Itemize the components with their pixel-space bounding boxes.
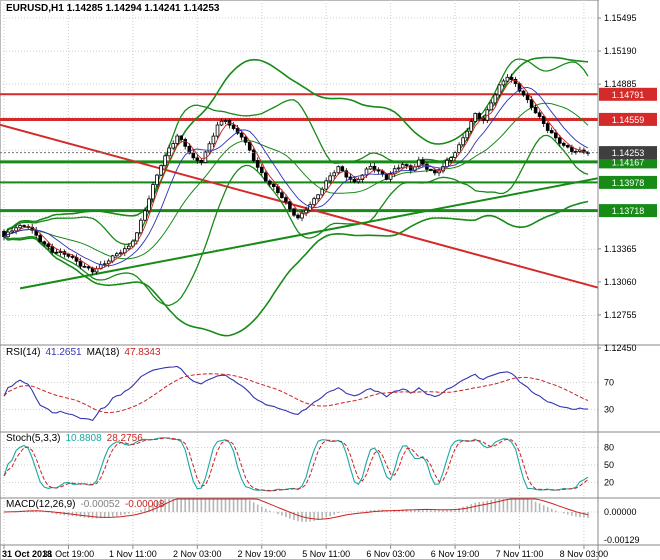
macd-name: MACD(12,26,9): [6, 499, 76, 510]
price-tags: 1.14791 1.14559 1.14167 1.13978 1.13718 1.142…: [599, 87, 657, 218]
chart-title: EURUSD,H1 1.14285 1.14294 1.14241 1.1425…: [6, 3, 225, 14]
candles: [2, 73, 590, 276]
price-tag: 1.14791: [599, 87, 657, 101]
svg-text:70: 70: [604, 377, 614, 387]
svg-text:1.14791: 1.14791: [612, 90, 645, 100]
rsi-ma-value: 47.8343: [124, 347, 161, 358]
svg-text:31 Oct 19:00: 31 Oct 19:00: [43, 549, 95, 559]
svg-text:31 Oct 2018: 31 Oct 2018: [2, 549, 52, 559]
svg-text:1.13060: 1.13060: [604, 277, 637, 287]
svg-text:1.15495: 1.15495: [604, 13, 637, 23]
rsi-label: RSI(14) 41.2651 MA(18) 47.8343: [6, 347, 166, 358]
svg-text:2 Nov 19:00: 2 Nov 19:00: [237, 549, 286, 559]
ma-slow-line: [3, 87, 589, 267]
price-tag: 1.14559: [599, 112, 657, 126]
grid: [0, 0, 598, 545]
svg-text:-0.00129: -0.00129: [604, 535, 640, 545]
svg-text:1.13365: 1.13365: [604, 244, 637, 254]
svg-text:1.14885: 1.14885: [604, 79, 637, 89]
ma-fast-line: [3, 79, 589, 270]
macd-plot: [3, 498, 589, 522]
stoch-d-value: 28.2756: [106, 433, 143, 444]
svg-text:1.14253: 1.14253: [612, 148, 645, 158]
svg-text:1.12450: 1.12450: [604, 343, 637, 353]
rsi-value: 41.2651: [45, 347, 82, 358]
price-tag: 1.13718: [599, 204, 657, 218]
svg-text:2 Nov 03:00: 2 Nov 03:00: [173, 549, 222, 559]
svg-text:6 Nov 19:00: 6 Nov 19:00: [431, 549, 480, 559]
price-plot: [0, 56, 656, 337]
svg-text:1.15190: 1.15190: [604, 46, 637, 56]
svg-text:7 Nov 11:00: 7 Nov 11:00: [496, 549, 544, 559]
stoch-k-value: 10.8808: [65, 433, 102, 444]
svg-text:1.14559: 1.14559: [612, 115, 645, 125]
svg-text:8 Nov 03:00: 8 Nov 03:00: [560, 549, 609, 559]
chart-title-text: EURUSD,H1 1.14285 1.14294 1.14241 1.1425…: [6, 3, 220, 14]
svg-text:1.12755: 1.12755: [604, 310, 637, 320]
rsi-plot: [3, 365, 589, 422]
svg-text:1.13718: 1.13718: [612, 206, 645, 216]
price-tag: 1.14253: [599, 146, 657, 160]
rsi-name: RSI(14): [6, 347, 41, 358]
stoch-name: Stoch(5,3,3): [6, 433, 61, 444]
price-axis[interactable]: 1.15495 1.15190 1.14885 1.13365 1.13060 1.127…: [598, 13, 640, 545]
svg-text:0.00000: 0.00000: [604, 507, 637, 517]
stoch-plot: [3, 437, 589, 492]
stoch-label: Stoch(5,3,3) 10.8808 28.2756: [6, 433, 148, 444]
svg-text:20: 20: [604, 477, 614, 487]
macd-signal-value: -0.00008: [124, 499, 165, 510]
macd-label: MACD(12,26,9) -0.00052 -0.00008: [6, 499, 169, 510]
svg-text:5 Nov 11:00: 5 Nov 11:00: [302, 549, 350, 559]
trendlines[interactable]: [0, 123, 656, 304]
svg-text:1 Nov 11:00: 1 Nov 11:00: [109, 549, 157, 559]
svg-text:1.13978: 1.13978: [612, 178, 645, 188]
macd-value: -0.00052: [80, 499, 120, 510]
svg-text:1.14167: 1.14167: [612, 157, 645, 167]
svg-text:6 Nov 03:00: 6 Nov 03:00: [366, 549, 415, 559]
rsi-ma-name: MA(18): [86, 347, 120, 358]
svg-text:50: 50: [604, 460, 614, 470]
svg-text:80: 80: [604, 443, 614, 453]
svg-text:30: 30: [604, 405, 614, 415]
price-tag: 1.13978: [599, 175, 657, 189]
